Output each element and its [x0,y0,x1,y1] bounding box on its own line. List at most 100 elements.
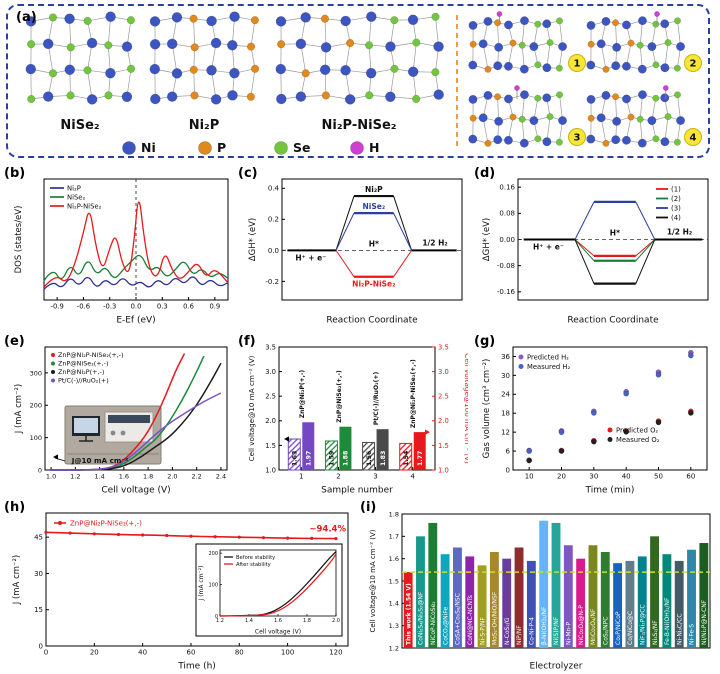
svg-text:3: 3 [373,473,377,481]
svg-text:E-Ef (eV): E-Ef (eV) [116,316,155,326]
svg-text:18: 18 [501,410,510,418]
comparison-bar-chart: 1.2 1.3 1.4 1.5 1.6 1.7 1.8 Electrolyzer Cell vo… [366,508,714,674]
bar-v10 [362,441,376,471]
svg-text:2: 2 [336,473,340,481]
comparison-bar [637,556,647,648]
svg-text:12: 12 [501,429,510,437]
svg-text:1.83: 1.83 [380,451,387,466]
svg-text:0.2: 0.2 [268,216,279,224]
svg-text:-0.9: -0.9 [51,303,64,311]
svg-text:0.9: 0.9 [209,303,220,311]
svg-text:Ni-Mn-P: Ni-Mn-P [566,622,573,645]
svg-text:Co₂P/NiCoP: Co₂P/NiCoP [615,611,622,645]
svg-text:1.97: 1.97 [305,451,312,466]
svg-text:DOS (states/eV): DOS (states/eV) [14,206,24,274]
svg-text:2.0: 2.0 [332,618,340,624]
svg-text:0: 0 [506,466,510,474]
comparison-bar [526,560,536,648]
comparison-bar [539,520,549,648]
svg-text:2: 2 [690,59,697,70]
site-number-badge [684,128,702,146]
svg-text:1/2 H₂: 1/2 H₂ [667,228,692,237]
svg-text:CoNi@NC-NCNTs: CoNi@NC-NCNTs [467,595,474,645]
svg-text:Ni: Ni [141,140,156,155]
svg-text:24: 24 [501,391,510,399]
svg-text:3.0: 3.0 [438,368,449,376]
panel-label-i: (i) [360,500,377,515]
svg-text:(1): (1) [671,186,681,194]
svg-text:ZnP@Ni₂P(+,-): ZnP@Ni₂P(+,-) [58,368,104,376]
comparison-bar [699,543,709,648]
svg-text:1.4: 1.4 [245,618,253,624]
svg-text:Cell voltage (V): Cell voltage (V) [255,629,301,636]
svg-text:NiSe₂: NiSe₂ [362,202,385,211]
atom-legend-dot [350,141,364,155]
svg-text:Ni-Ni₃C/CC: Ni-Ni₃C/CC [676,614,683,645]
svg-text:Sample number: Sample number [321,486,393,496]
svg-text:1.88: 1.88 [343,451,350,466]
svg-text:4: 4 [410,473,415,481]
svg-text:NiF₂/Ni₂P@CC: NiF₂/Ni₂P@CC [639,604,646,645]
chart-a-svg: NiSe₂ Ni₂P Ni₂P-NiSe₂ 1 2 3 4 Ni P Se H [25,11,702,155]
svg-text:1.4: 1.4 [94,473,104,481]
svg-text:3: 3 [574,133,581,144]
panel-label-b: (b) [4,166,26,181]
comparison-bar [514,547,524,648]
svg-text:1/2 H₂: 1/2 H₂ [422,238,447,247]
chart-f-svg: 1 2 3 4 1.0 1.0 1.5 1.5 2.0 2.0 2.5 2.5 3.0 3.0 3.5 3.5… [247,343,472,496]
svg-text:ZnP@Ni₂P(+,-): ZnP@Ni₂P(+,-) [299,370,306,419]
svg-text:60: 60 [186,649,195,657]
svg-text:Ni₂P: Ni₂P [365,185,383,194]
svg-text:40: 40 [622,473,631,481]
svg-text:Ni₂P: Ni₂P [189,118,220,133]
svg-text:1.5: 1.5 [265,442,276,450]
dos-chart: -0.9 -0.6 -0.3 0.0 0.3 0.6 0.9 E-Ef (eV) DOS (st… [12,174,234,330]
svg-text:0.16: 0.16 [499,184,515,192]
svg-text:0.0: 0.0 [131,303,142,311]
svg-text:Time (h): Time (h) [177,662,216,672]
svg-text:20: 20 [557,473,566,481]
data-point [558,429,565,436]
data-point [590,410,597,416]
chart-e-svg: 1.0 1.2 1.4 1.6 1.8 2.0 2.2 2.4 0 100 200 300 Cell v… [14,346,228,496]
bar-v100 [339,426,352,470]
svg-text:After stability: After stability [236,562,271,568]
comparison-bar [428,522,438,648]
svg-text:1: 1 [574,59,581,70]
svg-text:120: 120 [329,649,342,657]
bar-v100 [413,432,426,470]
chart-c-svg: -0.2 0.0 0.2 0.4 Reaction Coordinate ΔGH* (eV… [248,178,463,326]
svg-text:Reaction Coordinate: Reaction Coordinate [567,316,659,326]
svg-text:Ni/Ni₂P@N-CNF: Ni/Ni₂P@N-CNF [701,599,708,645]
data-point [526,457,533,464]
stability-chart: 0 20 40 60 80 100 120 0 15 30 45 Time (h) J (mA cm⁻²… [10,508,356,674]
svg-text:Fe-B-Ni(OH)₂/NF: Fe-B-Ni(OH)₂/NF [664,597,671,645]
site-number-badge [568,128,586,146]
site-energy-chart: -0.16 -0.08 0.00 0.08 0.16 Reaction Coordinat… [480,174,714,330]
svg-text:Cell voltage@10 mA cm⁻² (V): Cell voltage@10 mA cm⁻² (V) [247,355,256,461]
svg-text:1.5: 1.5 [438,442,449,450]
panel-label-a: (a) [16,10,37,25]
data-point [590,438,597,445]
svg-text:30: 30 [589,473,598,481]
svg-text:3.5: 3.5 [438,343,449,351]
svg-text:6: 6 [506,447,511,455]
svg-text:Predicted O₂: Predicted O₂ [616,426,658,434]
svg-text:Measured H₂: Measured H₂ [527,363,570,371]
svg-text:1.6: 1.6 [389,555,399,563]
electrolyzer-photo [64,405,162,465]
svg-text:36: 36 [501,353,510,361]
comparison-bar [551,522,561,648]
svg-text:ZnP@Ni₂P-NiSe₂(+,-): ZnP@Ni₂P-NiSe₂(+,-) [58,351,124,359]
atom-legend-dot [122,141,136,155]
svg-text:NiSe₂: NiSe₂ [67,193,85,201]
chart-i-svg: 1.2 1.3 1.4 1.5 1.6 1.7 1.8 Electrolyzer Cell vo… [369,510,711,672]
panel-label-c: (c) [238,166,258,181]
svg-text:0: 0 [39,642,43,650]
data-point [687,410,694,416]
svg-text:1.2: 1.2 [216,618,224,624]
svg-text:Before stability: Before stability [236,555,275,561]
svg-text:ZnP@NiSe₂(+,-): ZnP@NiSe₂(+,-) [336,370,343,423]
svg-text:J@10 mA cm⁻²: J@10 mA cm⁻² [71,456,129,465]
svg-text:200: 200 [30,402,42,410]
